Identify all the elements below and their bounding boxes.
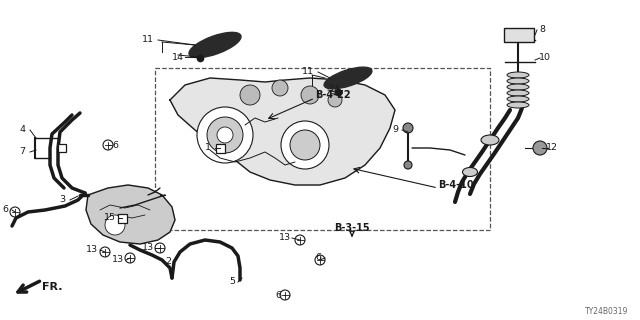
Text: 3: 3 [59,196,65,204]
Circle shape [240,85,260,105]
Circle shape [301,86,319,104]
Text: 6: 6 [315,253,321,262]
Circle shape [105,215,125,235]
Text: 8: 8 [539,26,545,35]
Ellipse shape [463,167,477,177]
Circle shape [272,80,288,96]
Circle shape [403,123,413,133]
Circle shape [281,121,329,169]
Text: B-4-22: B-4-22 [315,90,351,100]
Circle shape [217,127,233,143]
Text: 9: 9 [392,125,398,134]
Text: 1: 1 [205,143,211,153]
Ellipse shape [507,78,529,84]
Text: B-3-15: B-3-15 [334,223,370,233]
Ellipse shape [324,67,372,89]
Text: 2: 2 [165,258,171,267]
Ellipse shape [189,32,241,58]
Text: 4: 4 [19,125,25,134]
Text: 10: 10 [539,53,551,62]
Text: TY24B0319: TY24B0319 [584,308,628,316]
Circle shape [290,130,320,160]
Bar [118,213,127,222]
Polygon shape [170,78,395,185]
Text: FR.: FR. [42,282,63,292]
Text: 13: 13 [112,255,124,265]
Text: 6: 6 [112,140,118,149]
Ellipse shape [507,84,529,90]
Ellipse shape [507,72,529,78]
Text: 5: 5 [229,277,235,286]
Bar [216,143,225,153]
Ellipse shape [507,102,529,108]
Polygon shape [86,185,175,244]
Ellipse shape [481,135,499,145]
Text: 14: 14 [172,52,184,61]
Text: 15: 15 [104,213,116,222]
Text: 12: 12 [546,143,558,153]
Text: B-4-10: B-4-10 [438,180,474,190]
Bar [58,144,66,152]
Text: 13: 13 [279,234,291,243]
Text: 6: 6 [275,291,281,300]
Text: 11: 11 [142,36,154,44]
Bar [504,28,534,42]
Text: 11: 11 [302,68,314,76]
Circle shape [207,117,243,153]
Text: 14: 14 [329,85,341,94]
Text: 13: 13 [86,245,98,254]
Ellipse shape [507,96,529,102]
Circle shape [328,93,342,107]
Text: 7: 7 [19,148,25,156]
Text: 13: 13 [142,244,154,252]
Circle shape [533,141,547,155]
Bar [155,68,490,230]
Circle shape [197,107,253,163]
Ellipse shape [507,90,529,96]
Text: 6: 6 [2,205,8,214]
Circle shape [404,161,412,169]
